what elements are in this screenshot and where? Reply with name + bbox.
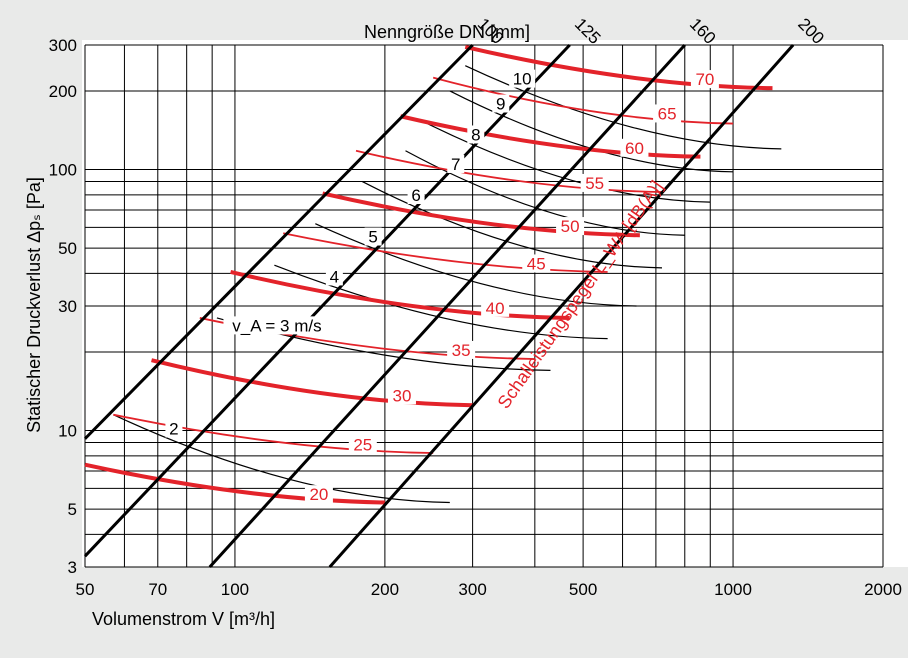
duct-line-dn100 — [83, 43, 474, 440]
velocity-label-bg — [364, 227, 382, 246]
velocity-line-6 — [361, 180, 662, 269]
sound-curve-30 — [151, 358, 473, 408]
velocity-label-bg — [467, 125, 485, 144]
velocity-label-7: 7 — [451, 155, 460, 174]
sound-curve-60 — [400, 114, 701, 159]
x-tick-label: 1000 — [714, 580, 752, 599]
sound-label-bg — [690, 70, 719, 89]
sound-curve-label-60: 60 — [625, 139, 644, 158]
velocity-label-5: 5 — [368, 228, 377, 247]
velocity-label-bg — [165, 419, 183, 438]
velocity-label-6: 6 — [411, 186, 420, 205]
x-tick-label: 50 — [76, 580, 95, 599]
x-axis-label: Volumenstrom V [m³/h] — [92, 609, 275, 629]
sound-curve-65 — [432, 76, 734, 125]
x-tick-label: 500 — [569, 580, 597, 599]
sound-curve-label-70: 70 — [695, 70, 714, 89]
top-axis-label: Nenngröße DN [mm] — [364, 22, 530, 42]
x-tick-label: 2000 — [864, 580, 902, 599]
sound-curve-25 — [113, 413, 434, 454]
velocity-label-10: 10 — [513, 70, 532, 89]
x-tick-label: 70 — [148, 580, 167, 599]
sound-label-bg — [304, 485, 333, 504]
sound-label-bg — [387, 386, 416, 405]
sound-curve-label-30: 30 — [393, 386, 412, 405]
sound-label-bg — [522, 254, 551, 273]
sound-curve-45 — [283, 232, 608, 273]
y-tick-label: 300 — [49, 36, 77, 55]
y-tick-label: 5 — [68, 500, 77, 519]
sound-curve-label-20: 20 — [309, 485, 328, 504]
y-tick-label: 200 — [49, 82, 77, 101]
velocity-label-9: 9 — [496, 95, 505, 114]
x-tick-label: 300 — [458, 580, 486, 599]
sound-label-bg — [447, 340, 476, 359]
sound-curve-70 — [464, 44, 773, 91]
y-tick-label: 10 — [58, 422, 77, 441]
velocity-label-3: v_A = 3 m/s — [232, 316, 321, 335]
velocity-line-5 — [315, 223, 637, 307]
sound-curve-label-45: 45 — [527, 254, 546, 273]
velocity-label-8: 8 — [471, 125, 480, 144]
sound-curve-label-35: 35 — [452, 341, 471, 360]
sound-label-bg — [481, 298, 510, 317]
duct-line-dn160 — [208, 43, 686, 569]
sound-curve-20 — [84, 462, 385, 505]
sound-curve-40 — [230, 270, 570, 320]
y-tick-label: 3 — [68, 558, 77, 577]
velocity-label-2: 2 — [169, 419, 178, 438]
velocity-label-bg — [325, 267, 343, 286]
y-tick-label: 30 — [58, 297, 77, 316]
duct-line-dn200 — [328, 44, 795, 568]
duct-line-dn125 — [83, 43, 571, 558]
sound-label-bg — [348, 435, 377, 454]
sound-curve-50 — [322, 191, 640, 238]
sound-curve-label-40: 40 — [486, 299, 505, 318]
sound-curve-label-65: 65 — [658, 104, 677, 123]
x-tick-label: 200 — [371, 580, 399, 599]
velocity-line-4 — [274, 264, 608, 340]
x-tick-label: 100 — [221, 580, 249, 599]
velocity-label-bg — [223, 316, 331, 335]
velocity-line-8 — [424, 121, 711, 203]
velocity-label-bg — [447, 154, 465, 173]
sound-label-bg — [620, 138, 649, 157]
velocity-line-7 — [405, 150, 685, 236]
velocity-label-bg — [509, 69, 536, 88]
sound-curve-label-55: 55 — [585, 174, 604, 193]
y-axis-label: Statischer Druckverlust Δpₛ [Pa] — [24, 177, 44, 433]
velocity-label-bg — [407, 186, 425, 205]
velocity-label-bg — [492, 94, 510, 113]
sound-curve-label-50: 50 — [561, 217, 580, 236]
sound-curve-55 — [355, 149, 663, 193]
sound-label-bg — [556, 217, 585, 236]
y-tick-label: 50 — [58, 239, 77, 258]
velocity-label-4: 4 — [330, 267, 339, 286]
sound-label-bg — [580, 173, 609, 192]
sound-label-bg — [653, 104, 682, 123]
y-tick-label: 100 — [49, 161, 77, 180]
sound-curve-label-25: 25 — [353, 436, 372, 455]
